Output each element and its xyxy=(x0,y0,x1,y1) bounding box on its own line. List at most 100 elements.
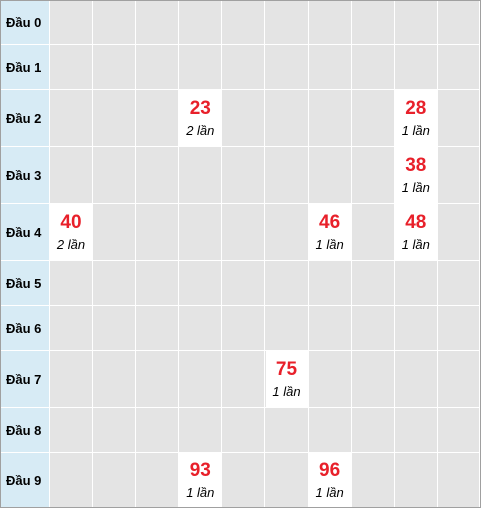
empty-cell xyxy=(50,1,93,44)
empty-cell xyxy=(179,408,223,452)
empty-cell xyxy=(50,45,93,89)
empty-cell xyxy=(438,1,480,44)
empty-cell xyxy=(395,351,438,407)
number-cell: 96 1 lần xyxy=(308,453,352,507)
empty-cell xyxy=(309,351,352,407)
empty-cell xyxy=(50,90,93,146)
empty-cell xyxy=(438,147,480,203)
empty-cell xyxy=(395,45,438,89)
empty-cell xyxy=(352,147,395,203)
empty-cell xyxy=(309,90,352,146)
empty-cell xyxy=(50,147,93,203)
empty-cell xyxy=(266,90,309,146)
empty-cell xyxy=(179,1,223,44)
empty-cell xyxy=(179,204,223,260)
empty-cell xyxy=(438,204,480,260)
empty-cell xyxy=(222,147,266,203)
empty-cell xyxy=(395,1,438,44)
empty-cell xyxy=(179,351,223,407)
lottery-number: 75 xyxy=(275,358,298,380)
empty-cell xyxy=(309,147,352,203)
lottery-number: 48 xyxy=(405,211,427,233)
empty-cell xyxy=(395,408,438,452)
empty-cell xyxy=(179,261,223,305)
lottery-number: 28 xyxy=(405,97,427,119)
lottery-number: 38 xyxy=(405,154,427,176)
occurrence-count: 2 lần xyxy=(186,122,215,138)
empty-cell xyxy=(438,45,480,89)
empty-cell xyxy=(352,408,395,452)
occurrence-count: 1 lần xyxy=(186,484,215,500)
empty-cell xyxy=(93,90,137,146)
row-head-label: Đầu 3 xyxy=(1,147,50,203)
number-cell: 75 1 lần xyxy=(265,351,309,407)
empty-cell xyxy=(352,453,395,507)
empty-cell xyxy=(136,261,180,305)
empty-cell xyxy=(93,1,137,44)
empty-cell xyxy=(50,261,93,305)
table-row: Đầu 6 xyxy=(1,306,480,351)
occurrence-count: 1 lần xyxy=(401,236,430,252)
empty-cell xyxy=(179,45,223,89)
empty-cell xyxy=(136,90,180,146)
row-head-label: Đầu 5 xyxy=(1,261,50,305)
empty-cell xyxy=(93,453,137,507)
table-row: Đầu 8 xyxy=(1,408,480,453)
table-row: Đầu 1 xyxy=(1,45,480,90)
empty-cell xyxy=(266,147,309,203)
empty-cell xyxy=(222,1,266,44)
empty-cell xyxy=(179,306,223,350)
lottery-number: 40 xyxy=(60,211,82,233)
number-cell: 38 1 lần xyxy=(394,147,438,203)
number-cell: 46 1 lần xyxy=(308,204,352,260)
empty-cell xyxy=(266,261,309,305)
empty-cell xyxy=(93,147,137,203)
empty-cell xyxy=(93,45,137,89)
empty-cell xyxy=(266,1,309,44)
empty-cell xyxy=(395,306,438,350)
empty-cell xyxy=(222,306,266,350)
occurrence-count: 2 lần xyxy=(56,236,86,252)
empty-cell xyxy=(50,453,93,507)
empty-cell xyxy=(438,453,480,507)
empty-cell xyxy=(309,408,352,452)
empty-cell xyxy=(93,306,137,350)
empty-cell xyxy=(352,90,395,146)
lottery-number: 23 xyxy=(189,97,211,119)
empty-cell xyxy=(309,261,352,305)
number-cell: 28 1 lần xyxy=(394,90,438,146)
empty-cell xyxy=(438,90,480,146)
empty-cell xyxy=(136,204,180,260)
empty-cell xyxy=(136,306,180,350)
empty-cell xyxy=(266,45,309,89)
number-cell: 40 2 lần xyxy=(50,204,93,260)
empty-cell xyxy=(395,261,438,305)
empty-cell xyxy=(50,408,93,452)
row-head-label: Đầu 1 xyxy=(1,45,50,89)
number-cell: 48 1 lần xyxy=(394,204,438,260)
empty-cell xyxy=(352,306,395,350)
empty-cell xyxy=(136,351,180,407)
lottery-number: 96 xyxy=(319,459,341,481)
empty-cell xyxy=(352,1,395,44)
empty-cell xyxy=(222,408,266,452)
empty-cell xyxy=(352,45,395,89)
table-row: Đầu 4 40 2 lần 46 1 lần 48 1 lần xyxy=(1,204,480,261)
empty-cell xyxy=(266,306,309,350)
lottery-number: 46 xyxy=(319,211,341,233)
occurrence-count: 1 lần xyxy=(401,122,430,138)
empty-cell xyxy=(352,204,395,260)
occurrence-count: 1 lần xyxy=(401,179,430,195)
empty-cell xyxy=(222,261,266,305)
row-head-label: Đầu 9 xyxy=(1,453,50,507)
empty-cell xyxy=(222,45,266,89)
number-cell: 93 1 lần xyxy=(179,453,223,507)
empty-cell xyxy=(309,306,352,350)
empty-cell xyxy=(136,408,180,452)
empty-cell xyxy=(93,351,137,407)
empty-cell xyxy=(93,261,137,305)
row-head-label: Đầu 0 xyxy=(1,1,50,44)
row-head-label: Đầu 4 xyxy=(1,204,50,260)
empty-cell xyxy=(222,90,266,146)
empty-cell xyxy=(93,204,137,260)
